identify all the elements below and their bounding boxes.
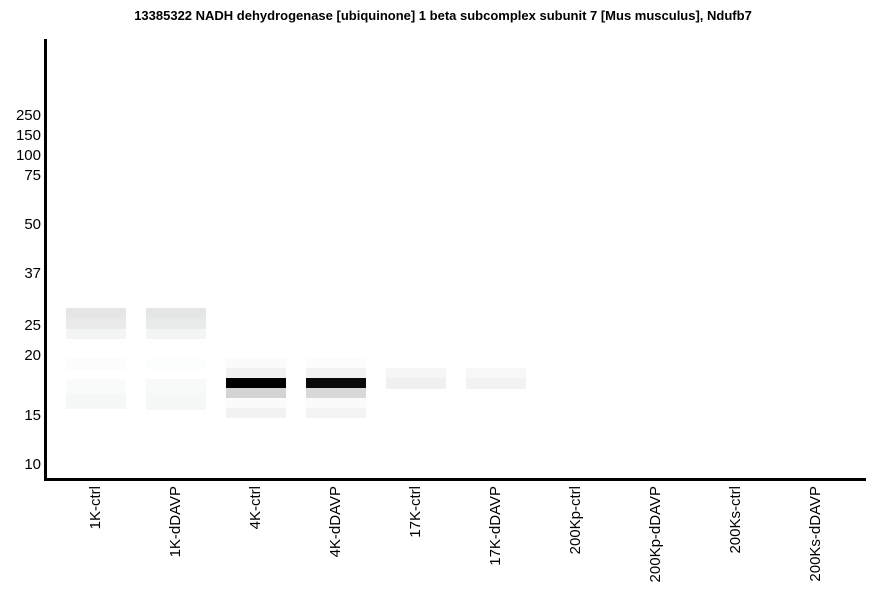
band-4K-ctrl xyxy=(226,388,286,398)
band-4K-dDAVP xyxy=(306,408,366,418)
lane-label-200Ks-dDAVP: 200Ks-dDAVP xyxy=(807,486,824,582)
lane-label-17K-dDAVP: 17K-dDAVP xyxy=(487,486,504,566)
lane-label-4K-dDAVP: 4K-dDAVP xyxy=(327,486,344,558)
lane-label-200Kp-ctrl: 200Kp-ctrl xyxy=(567,486,584,555)
band-4K-dDAVP xyxy=(306,378,366,388)
mw-tick-label-10: 10 xyxy=(24,456,41,473)
mw-tick-label-20: 20 xyxy=(24,347,41,364)
band-1K-dDAVP xyxy=(146,308,206,319)
band-1K-dDAVP xyxy=(146,394,206,410)
band-1K-ctrl xyxy=(66,379,126,394)
mw-tick-label-37: 37 xyxy=(24,265,41,282)
band-4K-dDAVP xyxy=(306,358,366,368)
band-4K-ctrl xyxy=(226,358,286,368)
mw-tick-label-75: 75 xyxy=(24,167,41,184)
lane-label-200Ks-ctrl: 200Ks-ctrl xyxy=(727,486,744,554)
lane-label-1K-ctrl: 1K-ctrl xyxy=(87,486,104,530)
y-axis-line xyxy=(44,39,47,481)
band-4K-ctrl xyxy=(226,408,286,418)
band-1K-ctrl xyxy=(66,329,126,339)
band-1K-dDAVP xyxy=(146,329,206,339)
band-4K-ctrl xyxy=(226,368,286,378)
mw-tick-label-100: 100 xyxy=(15,147,41,164)
mw-tick-label-15: 15 xyxy=(24,407,41,424)
band-17K-ctrl xyxy=(386,378,446,389)
lane-label-1K-dDAVP: 1K-dDAVP xyxy=(167,486,184,558)
band-4K-dDAVP xyxy=(306,368,366,378)
x-axis-line xyxy=(44,478,866,481)
band-17K-ctrl xyxy=(386,368,446,378)
mw-tick-label-50: 50 xyxy=(24,216,41,233)
mw-tick-label-25: 25 xyxy=(24,317,41,334)
band-1K-ctrl xyxy=(66,358,126,370)
band-1K-dDAVP xyxy=(146,319,206,329)
mw-tick-label-250: 250 xyxy=(15,107,41,124)
mw-tick-label-150: 150 xyxy=(15,127,41,144)
band-1K-ctrl xyxy=(66,308,126,319)
band-17K-dDAVP xyxy=(466,378,526,389)
band-4K-dDAVP xyxy=(306,388,366,398)
band-1K-dDAVP xyxy=(146,379,206,394)
band-4K-ctrl xyxy=(226,398,286,408)
lane-label-4K-ctrl: 4K-ctrl xyxy=(247,486,264,530)
band-1K-ctrl xyxy=(66,394,126,409)
lane-label-17K-ctrl: 17K-ctrl xyxy=(407,486,424,538)
figure-title: 13385322 NADH dehydrogenase [ubiquinone]… xyxy=(134,8,752,23)
band-1K-ctrl xyxy=(66,319,126,329)
band-17K-dDAVP xyxy=(466,368,526,378)
band-1K-dDAVP xyxy=(146,358,206,370)
lane-label-200Kp-dDAVP: 200Kp-dDAVP xyxy=(647,486,664,583)
band-4K-dDAVP xyxy=(306,398,366,408)
band-4K-ctrl xyxy=(226,378,286,388)
